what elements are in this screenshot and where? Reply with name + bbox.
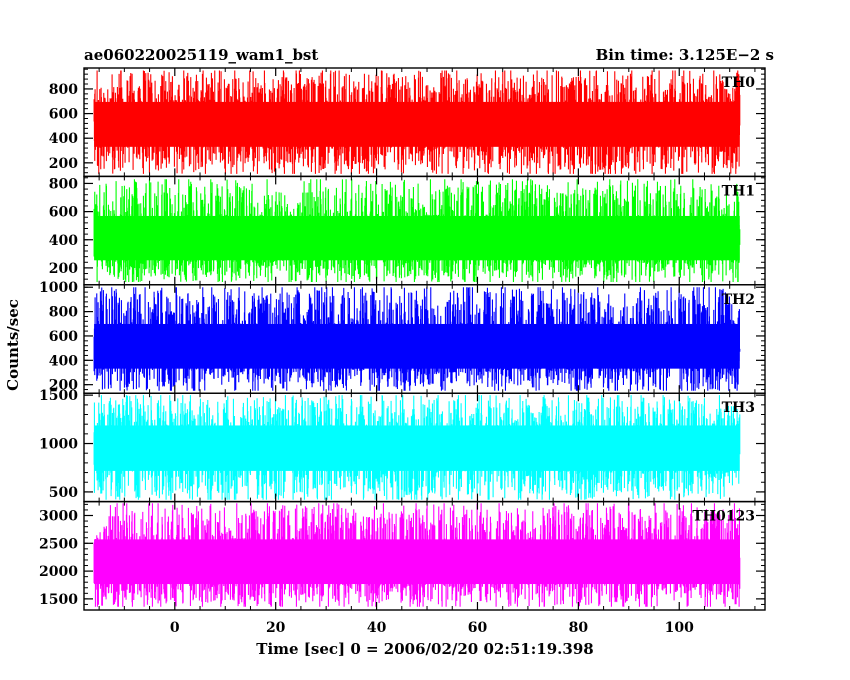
y-tick-label: 500 [49,485,78,501]
y-tick-label: 2000 [39,564,78,580]
y-tick-label: 400 [49,131,78,147]
series-label-th2: TH2 [722,292,755,308]
y-axis-label: Counts/sec [4,299,22,391]
y-tick-label: 400 [49,353,78,369]
series-core-th3 [94,425,740,471]
y-tick-label: 2500 [39,536,78,552]
series-label-th0123: TH0123 [692,509,755,525]
x-tick-label: 80 [569,620,589,636]
y-tick-label: 800 [49,176,78,192]
y-tick-label: 600 [49,329,78,345]
y-tick-label: 200 [49,261,78,277]
y-tick-label: 200 [49,378,78,394]
series-label-th1: TH1 [722,183,755,199]
y-tick-label: 1000 [39,280,78,296]
series-core-th0123 [94,539,740,585]
series-label-th3: TH3 [722,400,755,416]
x-tick-label: 60 [468,620,488,636]
y-tick-label: 600 [49,107,78,123]
y-tick-label: 1000 [39,437,78,453]
x-tick-label: 0 [170,620,180,636]
y-tick-label: 800 [49,305,78,321]
x-tick-label: 20 [266,620,286,636]
series-label-th0: TH0 [722,75,756,91]
y-tick-label: 3000 [39,508,78,524]
series-core-th1 [94,215,740,261]
x-tick-label: 100 [665,620,694,636]
y-tick-label: 400 [49,233,78,249]
series-core-th0 [94,101,740,147]
chart-title: ae060220025119_wam1_bst [84,46,318,64]
bin-time-label: Bin time: 3.125E−2 s [596,46,774,64]
panel-frame-th0123 [83,500,766,611]
y-tick-label: 800 [49,82,78,98]
x-axis-label: Time [sec] 0 = 2006/02/20 02:51:19.398 [256,640,593,658]
y-tick-label: 600 [49,205,78,221]
y-tick-label: 200 [49,156,78,172]
series-core-th2 [94,323,740,369]
x-tick-label: 40 [367,620,387,636]
y-tick-label: 1500 [39,592,78,608]
y-tick-label: 1500 [39,388,78,404]
